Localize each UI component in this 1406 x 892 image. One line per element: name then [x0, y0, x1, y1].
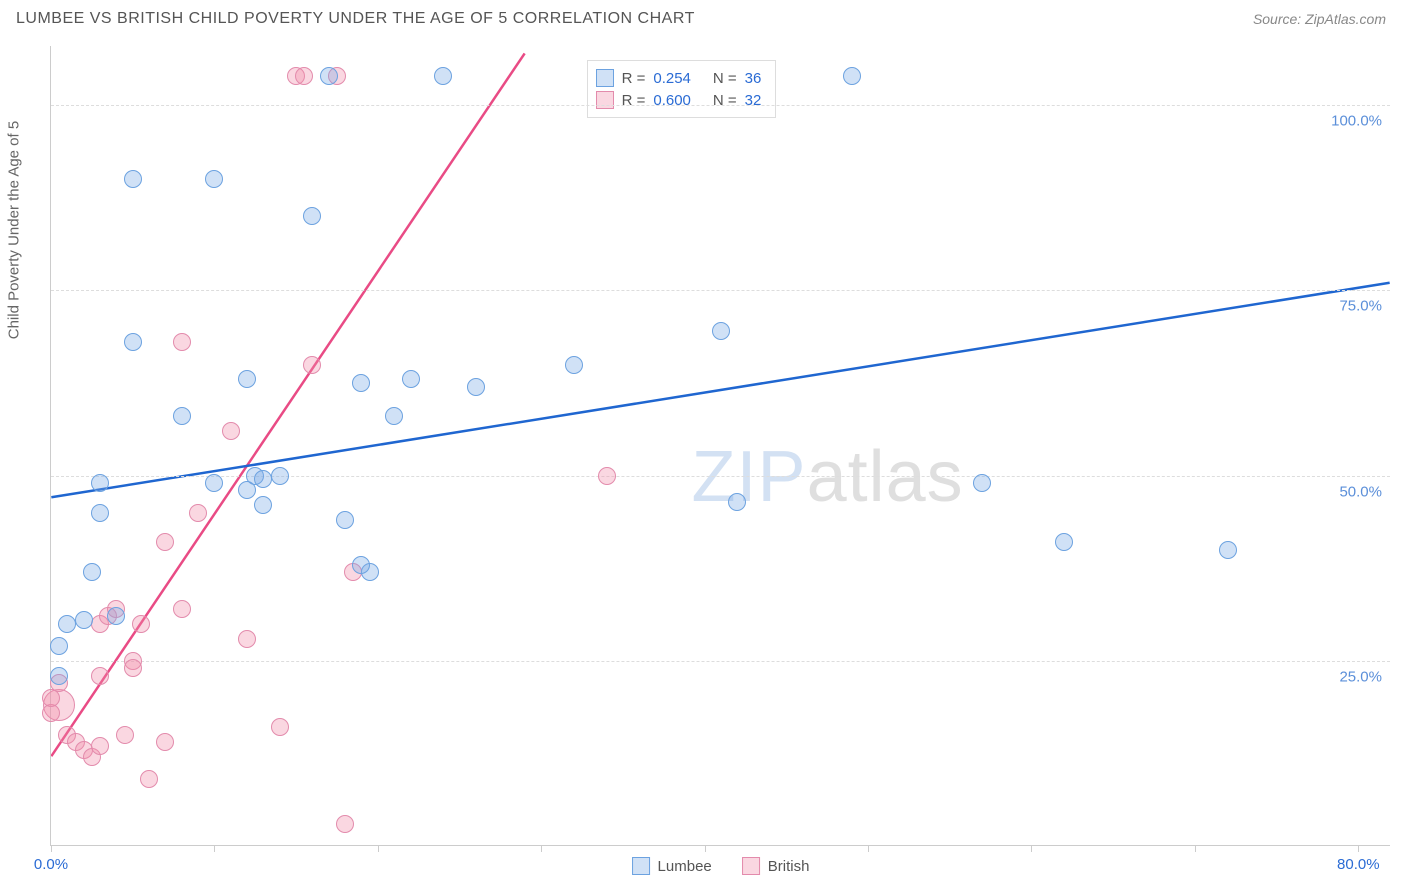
scatter-point: [303, 356, 321, 374]
scatter-point: [156, 733, 174, 751]
legend-label: British: [768, 858, 810, 875]
legend-label: Lumbee: [658, 858, 712, 875]
x-tick-label: 80.0%: [1337, 856, 1380, 873]
scatter-point: [254, 496, 272, 514]
y-tick-label: 100.0%: [1331, 113, 1382, 130]
x-tick: [1358, 845, 1359, 852]
scatter-point: [50, 637, 68, 655]
scatter-point: [83, 563, 101, 581]
x-tick: [1195, 845, 1196, 852]
scatter-point: [222, 422, 240, 440]
scatter-point: [336, 815, 354, 833]
legend-swatch: [596, 69, 614, 87]
legend-r-label: R =: [622, 70, 646, 87]
scatter-point: [205, 474, 223, 492]
scatter-point: [173, 600, 191, 618]
x-tick: [868, 845, 869, 852]
scatter-point: [140, 770, 158, 788]
scatter-point: [50, 667, 68, 685]
scatter-point: [189, 504, 207, 522]
legend-swatch: [742, 857, 760, 875]
scatter-point: [1219, 541, 1237, 559]
series-legend: Lumbee British: [632, 857, 810, 875]
scatter-point: [205, 170, 223, 188]
chart-title: LUMBEE VS BRITISH CHILD POVERTY UNDER TH…: [16, 10, 695, 28]
y-axis-label: Child Poverty Under the Age of 5: [6, 121, 23, 339]
gridline-h: [51, 290, 1390, 291]
scatter-point: [91, 474, 109, 492]
scatter-point: [173, 333, 191, 351]
scatter-point: [336, 511, 354, 529]
scatter-point: [320, 67, 338, 85]
watermark-atlas: atlas: [807, 437, 964, 517]
legend-swatch: [596, 91, 614, 109]
scatter-point: [156, 533, 174, 551]
scatter-point: [402, 370, 420, 388]
gridline-h: [51, 661, 1390, 662]
y-tick-label: 25.0%: [1339, 668, 1382, 685]
scatter-point: [1055, 533, 1073, 551]
scatter-point: [124, 333, 142, 351]
scatter-point: [238, 630, 256, 648]
legend-r-value: 0.254: [653, 70, 691, 87]
trend-line-lumbee: [51, 283, 1389, 498]
scatter-point: [712, 322, 730, 340]
scatter-point: [124, 170, 142, 188]
trend-line-british: [51, 53, 524, 756]
scatter-point: [843, 67, 861, 85]
scatter-point: [565, 356, 583, 374]
legend-row: R = 0.600N = 32: [596, 89, 762, 111]
scatter-point: [598, 467, 616, 485]
scatter-point: [271, 467, 289, 485]
scatter-point: [75, 611, 93, 629]
x-tick: [541, 845, 542, 852]
legend-item: British: [742, 857, 810, 875]
scatter-point: [385, 407, 403, 425]
scatter-point: [124, 659, 142, 677]
scatter-point: [91, 504, 109, 522]
scatter-point: [173, 407, 191, 425]
scatter-point: [728, 493, 746, 511]
legend-item: Lumbee: [632, 857, 712, 875]
plot-area: ZIPatlas R = 0.254N = 36R = 0.600N = 32 …: [50, 46, 1390, 846]
y-tick-label: 50.0%: [1339, 483, 1382, 500]
correlation-legend: R = 0.254 N = 36 R = 0.600N = 32: [587, 60, 777, 118]
scatter-point: [58, 615, 76, 633]
watermark-zip: ZIP: [692, 437, 807, 517]
scatter-point: [91, 667, 109, 685]
y-tick-label: 75.0%: [1339, 298, 1382, 315]
x-tick: [51, 845, 52, 852]
legend-n-label: N =: [713, 70, 737, 87]
legend-row: R = 0.254 N = 36: [596, 67, 762, 89]
x-tick: [214, 845, 215, 852]
scatter-point: [434, 67, 452, 85]
scatter-point: [254, 470, 272, 488]
scatter-point: [352, 556, 370, 574]
scatter-point: [91, 737, 109, 755]
x-tick: [705, 845, 706, 852]
x-tick: [378, 845, 379, 852]
gridline-h: [51, 105, 1390, 106]
scatter-point: [116, 726, 134, 744]
scatter-point: [467, 378, 485, 396]
scatter-point: [271, 718, 289, 736]
trend-lines: [51, 46, 1390, 845]
x-tick-label: 0.0%: [34, 856, 68, 873]
scatter-point: [295, 67, 313, 85]
scatter-point: [303, 207, 321, 225]
scatter-point: [238, 370, 256, 388]
legend-n-value: 36: [745, 70, 762, 87]
scatter-point: [352, 374, 370, 392]
source-label: Source: ZipAtlas.com: [1253, 11, 1386, 27]
scatter-point: [132, 615, 150, 633]
scatter-point: [107, 607, 125, 625]
x-tick: [1031, 845, 1032, 852]
legend-swatch: [632, 857, 650, 875]
scatter-point: [973, 474, 991, 492]
